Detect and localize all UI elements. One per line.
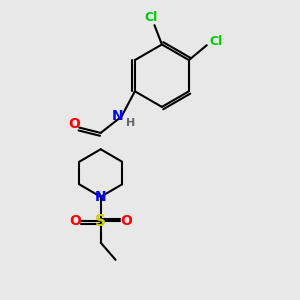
Text: H: H bbox=[126, 118, 136, 128]
Text: N: N bbox=[95, 190, 106, 204]
Text: Cl: Cl bbox=[144, 11, 157, 24]
Text: O: O bbox=[69, 214, 81, 228]
Text: Cl: Cl bbox=[209, 35, 222, 48]
Text: S: S bbox=[95, 214, 106, 229]
Text: N: N bbox=[112, 109, 124, 123]
Text: O: O bbox=[68, 117, 80, 131]
Text: O: O bbox=[121, 214, 133, 228]
